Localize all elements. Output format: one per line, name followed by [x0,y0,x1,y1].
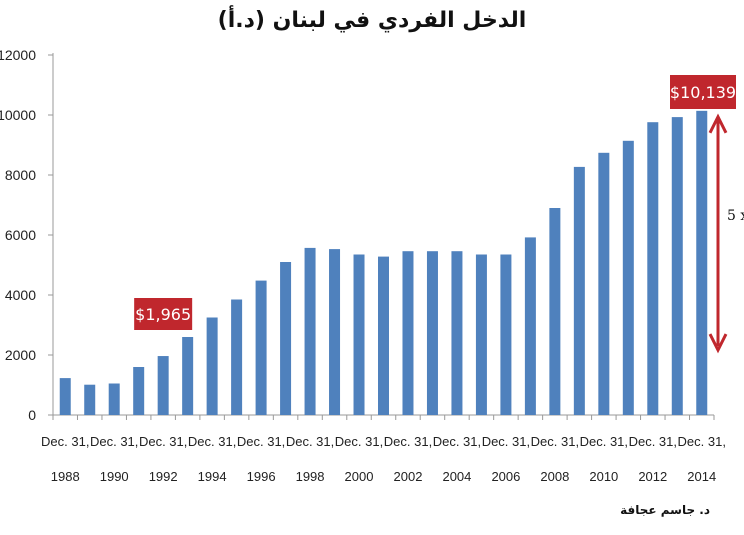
author-credit: د. جاسم عجافة [620,503,710,517]
arrow-up-icon [708,113,728,134]
x-tick-label: 2014 [687,469,716,484]
x-tick-label: 1990 [100,469,129,484]
callout-high-box [670,75,736,109]
x-tick-label: 2012 [638,469,667,484]
x-tick-label: 2004 [442,469,471,484]
bar-1989 [84,384,96,415]
x-tick-label-prefix: Dec. 31, [629,434,677,449]
bar-1991 [133,367,145,415]
bar-1993 [182,337,194,415]
x-tick-label: 2008 [540,469,569,484]
bar-2011 [622,140,634,416]
x-tick-label: 1998 [296,469,325,484]
x-tick-label-prefix: Dec. 31, [678,434,726,449]
multiplier-label: 5 x [727,208,744,224]
bar-2008 [549,208,561,415]
bar-2005 [475,254,487,415]
bar-2003 [426,251,438,415]
x-tick-label: 2000 [345,469,374,484]
arrow-down-icon [708,333,728,354]
callout-low-label: $1,965 [135,305,191,324]
chart-title: الدخل الفردي في لبنان (د.أ) [217,8,527,33]
bar-2012 [647,122,659,415]
x-tick-label-prefix: Dec. 31, [90,434,138,449]
bar-2004 [451,251,463,415]
y-tick-label: 6000 [5,227,36,243]
y-tick-label: 8000 [5,167,36,183]
x-tick-label: 1988 [51,469,80,484]
bar-1990 [108,383,120,415]
bar-2014 [696,110,708,415]
bar-2001 [378,256,389,415]
x-tick-label: 2002 [394,469,423,484]
bar-2000 [353,254,365,415]
bar-1999 [329,249,341,415]
bar-2009 [573,166,585,415]
bar-2007 [524,237,536,415]
x-tick-label: 2006 [491,469,520,484]
callout-high-label: $10,139 [670,83,736,102]
bar-1996 [255,280,267,415]
y-tick-label: 12000 [0,47,36,63]
y-tick-label: 10000 [0,107,36,123]
bar-1997 [280,262,292,415]
x-tick-label-prefix: Dec. 31, [482,434,530,449]
bar-2013 [671,117,683,415]
y-tick-label: 2000 [5,347,36,363]
x-tick-label-prefix: Dec. 31, [580,434,628,449]
bar-2006 [500,254,512,415]
bar-1995 [231,299,243,415]
x-tick-label-prefix: Dec. 31, [433,434,481,449]
x-tick-label-prefix: Dec. 31, [237,434,285,449]
x-tick-label: 1994 [198,469,227,484]
x-tick-label: 1996 [247,469,276,484]
x-tick-label-prefix: Dec. 31, [384,434,432,449]
bar-2002 [402,251,414,415]
bar-1992 [157,356,169,415]
bar-1988 [59,378,71,415]
x-tick-label-prefix: Dec. 31, [335,434,383,449]
x-tick-label: 1992 [149,469,178,484]
x-tick-label-prefix: Dec. 31, [188,434,236,449]
callout-low-box [134,298,193,330]
y-tick-label: 0 [28,407,36,423]
y-tick-label: 4000 [5,287,36,303]
x-tick-label-prefix: Dec. 31, [139,434,187,449]
bar-1994 [206,317,218,415]
bar-1998 [304,247,316,415]
x-tick-label-prefix: Dec. 31, [286,434,334,449]
bar-2010 [598,152,610,416]
x-tick-label: 2010 [589,469,618,484]
x-tick-label-prefix: Dec. 31, [41,434,89,449]
x-tick-label-prefix: Dec. 31, [531,434,579,449]
